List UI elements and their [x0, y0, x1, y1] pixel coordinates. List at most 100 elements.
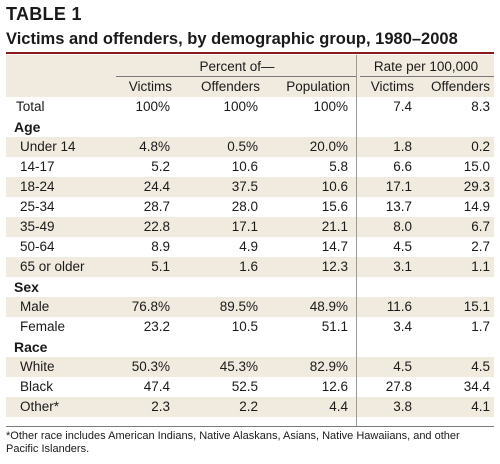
table-cell: 14.9 [463, 199, 490, 214]
table-cell: 1.8 [393, 139, 412, 154]
table-cell: 10.6 [231, 159, 258, 174]
table-cell: 100% [135, 99, 170, 114]
table-cell: 2.3 [151, 399, 170, 414]
table-cell: 0.2 [471, 139, 490, 154]
row-label: 50-64 [20, 239, 55, 254]
table-cell: 4.1 [471, 399, 490, 414]
table-cell: 12.3 [321, 259, 348, 274]
table-cell: 17.1 [385, 179, 412, 194]
col-header-offenders-pct: Offenders [200, 79, 260, 94]
table-row: 65 or older 5.1 1.6 12.3 3.1 1.1 [6, 257, 494, 277]
column-divider [356, 55, 357, 427]
section-header-row: Race [6, 337, 494, 357]
percent-group-header: Percent of— [199, 59, 275, 74]
table-cell: 4.5 [471, 359, 490, 374]
table-cell: 15.6 [321, 199, 348, 214]
table-cell: 34.4 [463, 379, 490, 394]
footnote: *Other race includes American Indians, N… [6, 430, 460, 455]
table-cell: 100% [223, 99, 258, 114]
row-label: Black [20, 379, 54, 394]
table-cell: 3.8 [393, 399, 412, 414]
table-row: 14-17 5.2 10.6 5.8 6.6 15.0 [6, 157, 494, 177]
table-cell: 28.0 [231, 199, 258, 214]
table-row: 35-49 22.8 17.1 21.1 8.0 6.7 [6, 217, 494, 237]
table-row: 18-24 24.4 37.5 10.6 17.1 29.3 [6, 177, 494, 197]
table-cell: 15.0 [463, 159, 490, 174]
table-cell: 8.9 [151, 239, 170, 254]
rate-group-rule [360, 76, 494, 77]
row-label: Under 14 [20, 139, 76, 154]
table-row: 50-64 8.9 4.9 14.7 4.5 2.7 [6, 237, 494, 257]
row-label: White [20, 359, 55, 374]
table-cell: 10.5 [231, 319, 258, 334]
table-cell: 6.7 [471, 219, 490, 234]
title-rule [6, 52, 494, 54]
row-label: 65 or older [20, 259, 85, 274]
table-row: Female 23.2 10.5 51.1 3.4 1.7 [6, 317, 494, 337]
table-row: Black 47.4 52.5 12.6 27.8 34.4 [6, 377, 494, 397]
table-row: 25-34 28.7 28.0 15.6 13.7 14.9 [6, 197, 494, 217]
table-cell: 8.3 [471, 99, 490, 114]
table-cell: 20.0% [309, 139, 348, 154]
table-cell: 23.2 [143, 319, 170, 334]
table-cell: 15.1 [463, 299, 490, 314]
table-cell: 100% [313, 99, 348, 114]
table-cell: 28.7 [143, 199, 170, 214]
table-label: TABLE 1 [6, 4, 82, 24]
table-row: Other* 2.3 2.2 4.4 3.8 4.1 [6, 397, 494, 417]
table-cell: 89.5% [219, 299, 258, 314]
table-cell: 37.5 [231, 179, 258, 194]
table-row: Male 76.8% 89.5% 48.9% 11.6 15.1 [6, 297, 494, 317]
row-label: 35-49 [20, 219, 55, 234]
rate-group-header: Rate per 100,000 [373, 59, 479, 74]
table-cell: 52.5 [231, 379, 258, 394]
section-label: Race [14, 339, 48, 355]
table-cell: 50.3% [131, 359, 170, 374]
table-cell: 27.8 [385, 379, 412, 394]
table-title: Victims and offenders, by demographic gr… [6, 30, 458, 48]
row-label: Other* [20, 399, 60, 414]
table-row: White 50.3% 45.3% 82.9% 4.5 4.5 [6, 357, 494, 377]
total-row: Total 100% 100% 100% 7.4 8.3 [6, 97, 494, 117]
table-cell: 47.4 [143, 379, 170, 394]
table-cell: 22.8 [143, 219, 170, 234]
table-cell: 4.4 [329, 399, 348, 414]
table-cell: 24.4 [143, 179, 170, 194]
table-cell: 6.6 [393, 159, 412, 174]
col-header-victims-pct: Victims [128, 79, 172, 94]
table-cell: 5.2 [151, 159, 170, 174]
table-row: Under 14 4.8% 0.5% 20.0% 1.8 0.2 [6, 137, 494, 157]
table-cell: 48.9% [309, 299, 348, 314]
table-cell: 2.2 [239, 399, 258, 414]
section-label: Age [14, 119, 41, 135]
table-cell: 51.1 [321, 319, 348, 334]
section-header-row: Age [6, 117, 494, 137]
table-cell: 10.6 [321, 179, 348, 194]
table-cell: 3.4 [393, 319, 412, 334]
table-cell: 21.1 [321, 219, 348, 234]
table-bottom-rule [6, 426, 494, 427]
percent-group-rule [116, 76, 356, 77]
table-cell: 14.7 [321, 239, 348, 254]
col-header-victims-rate: Victims [370, 79, 414, 94]
table-cell: 11.6 [386, 299, 412, 314]
table-cell: 1.1 [471, 259, 490, 274]
table-cell: 0.5% [227, 139, 258, 154]
table-cell: 5.1 [151, 259, 170, 274]
row-label: Total [16, 99, 45, 114]
table-cell: 7.4 [393, 99, 412, 114]
section-header-row: Sex [6, 277, 494, 297]
table-cell: 3.1 [393, 259, 412, 274]
table-cell: 17.1 [231, 219, 258, 234]
col-header-population: Population [286, 79, 350, 94]
row-label: 18-24 [20, 179, 55, 194]
table-cell: 4.9 [239, 239, 258, 254]
table-cell: 45.3% [219, 359, 258, 374]
table-cell: 5.8 [329, 159, 348, 174]
row-label: 14-17 [20, 159, 55, 174]
row-label: Male [20, 299, 50, 314]
table-cell: 2.7 [471, 239, 490, 254]
table-cell: 12.6 [321, 379, 348, 394]
row-label: 25-34 [20, 199, 55, 214]
table-cell: 1.7 [471, 319, 490, 334]
